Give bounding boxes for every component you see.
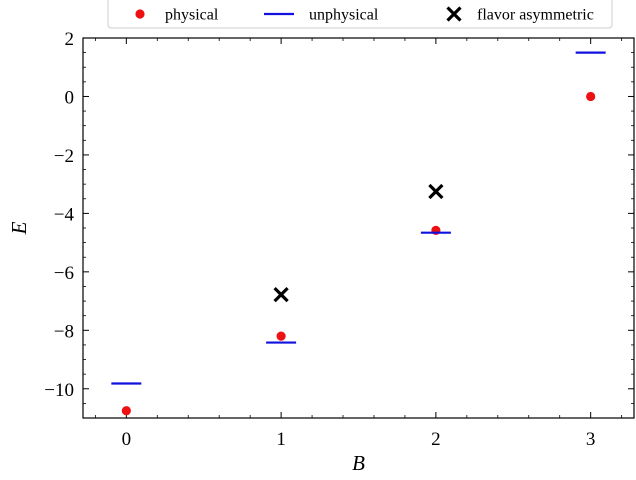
x-tick-label: 1 bbox=[276, 429, 286, 450]
data-point bbox=[428, 183, 444, 200]
y-tick-label: −8 bbox=[54, 321, 74, 342]
x-axis: 0 1 2 3 bbox=[94, 38, 623, 450]
y-axis: 2 0 −2 −4 −6 −8 −10 bbox=[44, 29, 634, 419]
x-tick-label: 3 bbox=[586, 429, 596, 450]
y-tick-label: −10 bbox=[44, 380, 74, 401]
legend-marker bbox=[446, 6, 462, 22]
y-tick-label: −2 bbox=[54, 146, 74, 167]
legend-marker bbox=[135, 9, 145, 19]
series-layer bbox=[111, 51, 606, 416]
legend-label: physical bbox=[165, 7, 219, 24]
data-point bbox=[273, 287, 289, 303]
series-unphysical bbox=[111, 51, 606, 385]
y-tick-label: 2 bbox=[65, 29, 75, 50]
data-point bbox=[586, 91, 596, 102]
y-axis-label: E bbox=[7, 221, 31, 235]
x-axis-label: B bbox=[352, 451, 365, 475]
data-point bbox=[121, 406, 131, 416]
data-point bbox=[276, 331, 286, 341]
legend: physical unphysical flavor asymmetric bbox=[107, 0, 613, 29]
x-tick-label: 0 bbox=[122, 429, 132, 450]
plot-area bbox=[82, 37, 635, 419]
y-tick-label: 0 bbox=[65, 87, 75, 108]
x-tick-label: 2 bbox=[431, 429, 441, 450]
y-tick-label: −6 bbox=[54, 263, 74, 284]
legend-box bbox=[107, 0, 613, 29]
legend-label: flavor asymmetric bbox=[477, 7, 594, 24]
plot-frame bbox=[82, 37, 635, 419]
series-flavor-asymmetric bbox=[273, 183, 444, 303]
series-physical bbox=[121, 91, 596, 416]
y-tick-label: −4 bbox=[54, 204, 75, 225]
legend-label: unphysical bbox=[309, 7, 379, 24]
